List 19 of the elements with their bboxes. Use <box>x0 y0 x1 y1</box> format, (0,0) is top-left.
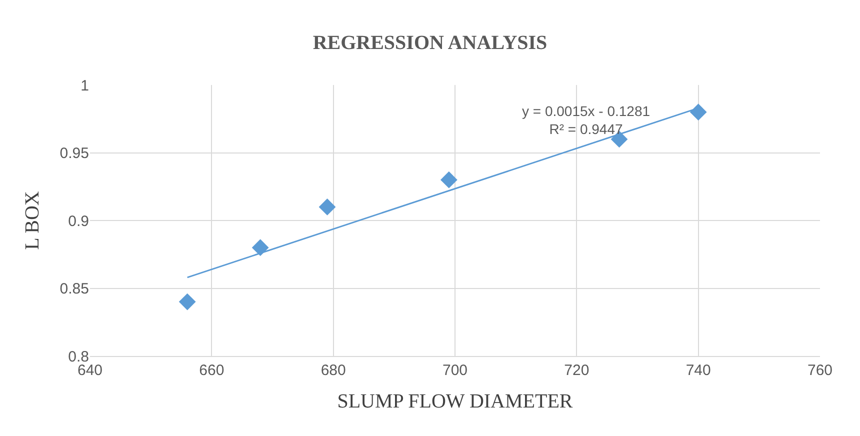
x-tick-label: 740 <box>686 362 711 379</box>
point <box>178 293 196 310</box>
y-tick-label: 0.85 <box>60 280 89 298</box>
y-axis-title: L BOX <box>21 190 44 250</box>
point <box>252 239 269 256</box>
point <box>690 104 707 121</box>
x-tick-label: 700 <box>442 362 468 379</box>
x-tick-label: 680 <box>320 362 346 379</box>
x-tick-label: 660 <box>199 362 224 379</box>
y-tick-label: 1 <box>80 77 89 94</box>
point <box>318 198 336 216</box>
chart-title: REGRESSION ANALYSIS <box>312 32 548 54</box>
x-axis-title: SLUMP FLOW DIAMETER <box>337 390 574 412</box>
x-tick-label: 760 <box>807 362 833 379</box>
point <box>440 171 458 188</box>
y-tick-label: 0.9 <box>68 212 89 230</box>
y-tick-label: 0.95 <box>60 145 89 162</box>
x-tick-label: 720 <box>564 362 590 379</box>
annotation: y = 0.0015x - 0.1281 R² = 0.9447 <box>522 103 650 138</box>
